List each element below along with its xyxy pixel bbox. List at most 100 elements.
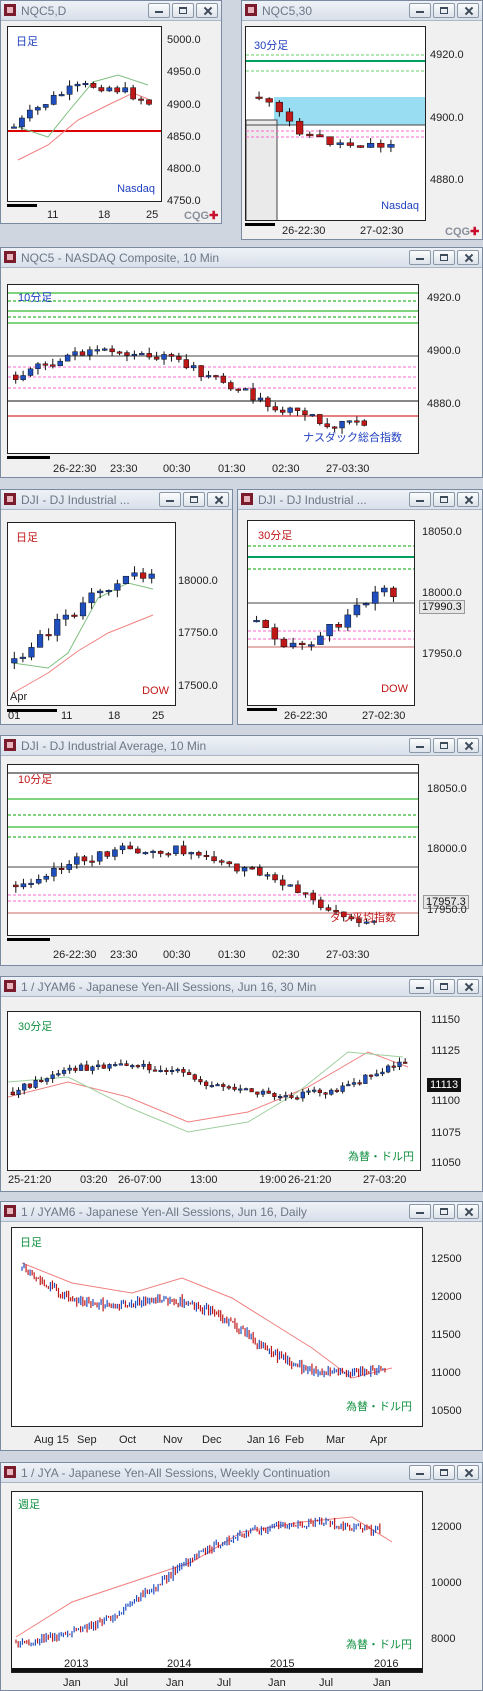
title-bar[interactable]: 1 / JYA - Japanese Yen-All Sessions, Wee… xyxy=(1,1463,482,1483)
title-bar[interactable]: DJI - DJ Industrial ... xyxy=(238,490,482,510)
candle-body xyxy=(101,1064,106,1069)
minimize-button[interactable] xyxy=(409,1465,431,1480)
chart-window-nqc5-daily[interactable]: NQC5,D 日足 Nasdaq 5000.0 4950.0 4900.0 48… xyxy=(0,0,222,224)
app-icon xyxy=(245,4,257,16)
candle-body xyxy=(122,575,130,584)
maximize-button[interactable] xyxy=(433,1465,455,1480)
chart-plot-area[interactable]: 10分足 ダウ平均指数 xyxy=(7,764,419,936)
candle-body xyxy=(16,1089,21,1096)
candle-body xyxy=(226,861,233,865)
maximize-button[interactable] xyxy=(183,492,205,507)
minimize-button[interactable] xyxy=(409,3,431,18)
chart-plot-area[interactable]: 日足 DOW Apr xyxy=(7,522,176,706)
y-tick-label: 4850.0 xyxy=(167,131,201,143)
candle-body xyxy=(165,853,172,856)
chart-plot-area[interactable]: 10分足 ナスダック総合指数 xyxy=(7,284,419,454)
chart-plot-area[interactable]: 日足 為替・ドル円 xyxy=(11,1227,423,1427)
minimize-button[interactable] xyxy=(409,250,431,265)
candle-body xyxy=(316,134,324,137)
candle-body xyxy=(119,845,126,851)
candle-body xyxy=(82,83,89,86)
minimize-button[interactable] xyxy=(409,979,431,994)
chart-plot-area[interactable]: 30分足 Nasdaq xyxy=(245,26,426,221)
maximize-button[interactable] xyxy=(172,3,194,18)
minimize-button[interactable] xyxy=(409,738,431,753)
title-bar[interactable]: NQC5 - NASDAQ Composite, 10 Min xyxy=(1,248,482,268)
chart-window-nqc5-10min[interactable]: NQC5 - NASDAQ Composite, 10 Min 10分足 ナスダ… xyxy=(0,247,483,478)
maximize-button[interactable] xyxy=(433,492,455,507)
candle-body xyxy=(181,1069,186,1073)
y-tick-label: 11000 xyxy=(431,1367,461,1379)
chart-window-dji-30min[interactable]: DJI - DJ Industrial ... 30分足 DOW 18050.0… xyxy=(237,489,483,725)
minimize-button[interactable] xyxy=(159,492,181,507)
candle-body xyxy=(146,353,152,358)
candle-body xyxy=(158,1069,163,1072)
candle-body xyxy=(381,587,388,593)
close-button[interactable] xyxy=(207,492,229,507)
y-tick-label: 18000.0 xyxy=(422,587,462,599)
close-button[interactable] xyxy=(457,1204,479,1219)
candlestick-chart xyxy=(8,1051,409,1133)
maximize-button[interactable] xyxy=(433,738,455,753)
candle-body xyxy=(142,852,149,855)
chart-window-jya-weekly[interactable]: 1 / JYA - Japanese Yen-All Sessions, Wee… xyxy=(0,1462,483,1691)
chart-plot-area[interactable]: 日足 Nasdaq xyxy=(7,26,162,202)
close-button[interactable] xyxy=(457,738,479,753)
minimize-button[interactable] xyxy=(148,3,170,18)
title-bar[interactable]: 1 / JYAM6 - Japanese Yen-All Sessions, J… xyxy=(1,977,482,997)
candle-body xyxy=(127,845,133,850)
close-button[interactable] xyxy=(457,3,479,18)
candle-body xyxy=(74,856,80,865)
x-tick-label: Sep xyxy=(77,1434,97,1446)
candle-body xyxy=(104,851,111,857)
chart-plot-area[interactable]: 30分足 DOW xyxy=(247,520,415,706)
candle-body xyxy=(88,592,95,604)
chart-plot-area[interactable]: 30分足 為替・ドル円 xyxy=(7,1011,421,1171)
candle-body xyxy=(61,1069,67,1074)
minimize-button[interactable] xyxy=(409,1204,431,1219)
minimize-button[interactable] xyxy=(409,492,431,507)
moving-average-line xyxy=(21,1262,393,1379)
candle-body xyxy=(13,374,19,380)
candle-body xyxy=(124,352,130,356)
candle-body xyxy=(148,573,155,579)
close-button[interactable] xyxy=(457,250,479,265)
close-button[interactable] xyxy=(457,979,479,994)
candle-body xyxy=(39,1079,44,1082)
candle-body xyxy=(78,1064,84,1071)
candle-body xyxy=(116,351,123,354)
moving-average-line xyxy=(8,1051,409,1123)
candle-body xyxy=(196,852,202,856)
candle-body xyxy=(271,627,279,640)
maximize-button[interactable] xyxy=(433,979,455,994)
chart-plot-area[interactable]: 週足 為替・ドル円 2013 2014 2015 2016 xyxy=(11,1491,423,1673)
x-tick-label: Jan 16 xyxy=(247,1434,281,1446)
close-button[interactable] xyxy=(457,1465,479,1480)
x-tick-label: 00:30 xyxy=(163,949,191,961)
title-bar[interactable]: NQC5,30 xyxy=(242,1,482,21)
period-label: 週足 xyxy=(18,1499,40,1511)
title-bar[interactable]: DJI - DJ Industrial ... xyxy=(1,490,232,510)
maximize-button[interactable] xyxy=(433,3,455,18)
candle-body xyxy=(371,920,377,923)
x-tick-label: Mar xyxy=(326,1434,345,1446)
candle-body xyxy=(324,423,330,428)
close-button[interactable] xyxy=(196,3,218,18)
chart-window-nqc5-30min[interactable]: NQC5,30 30分足 Nasdaq 4920.0 4900.0 4880.0… xyxy=(241,0,483,240)
title-bar[interactable]: 1 / JYAM6 - Japanese Yen-All Sessions, J… xyxy=(1,1202,482,1222)
chart-window-jyam6-30min[interactable]: 1 / JYAM6 - Japanese Yen-All Sessions, J… xyxy=(0,976,483,1192)
maximize-button[interactable] xyxy=(433,250,455,265)
candle-body xyxy=(176,356,182,360)
title-bar[interactable]: NQC5,D xyxy=(1,1,221,21)
title-bar[interactable]: DJI - DJ Industrial Average, 10 Min xyxy=(1,736,482,756)
maximize-button[interactable] xyxy=(433,1204,455,1219)
close-button[interactable] xyxy=(457,492,479,507)
price-bar-chart xyxy=(12,1516,422,1672)
period-label: 日足 xyxy=(16,532,38,544)
candle-body xyxy=(333,910,339,913)
chart-window-dji-10min[interactable]: DJI - DJ Industrial Average, 10 Min 10分足… xyxy=(0,735,483,966)
chart-window-dji-daily[interactable]: DJI - DJ Industrial ... 日足 DOW Apr 18000… xyxy=(0,489,233,725)
candle-body xyxy=(98,87,105,92)
chart-window-jyam6-daily[interactable]: 1 / JYAM6 - Japanese Yen-All Sessions, J… xyxy=(0,1201,483,1451)
candle-body xyxy=(89,860,95,863)
